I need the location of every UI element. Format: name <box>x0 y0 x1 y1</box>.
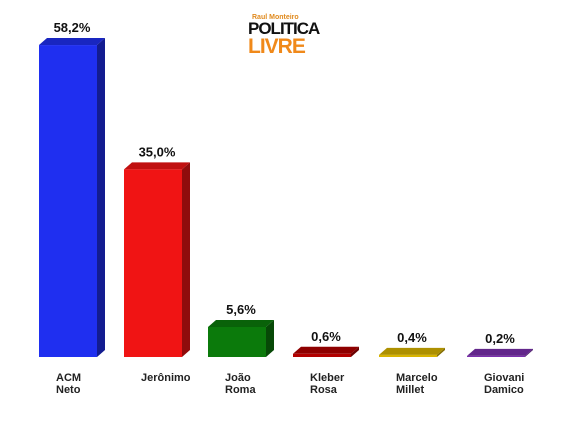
bar-top <box>39 38 105 46</box>
x-tick-label: Kleber Rosa <box>310 372 345 396</box>
value-label: 0,2% <box>485 331 515 346</box>
value-label: 0,4% <box>397 330 427 345</box>
value-label: 0,6% <box>311 329 341 344</box>
x-tick-label: ACM Neto <box>56 372 82 396</box>
bar-top <box>293 346 359 354</box>
logo-author: Raul Monteiro <box>252 14 299 21</box>
bar <box>379 354 437 357</box>
bar <box>39 45 97 357</box>
bar <box>467 355 525 357</box>
bar-side <box>437 347 445 357</box>
x-tick-label: Jerônimo <box>141 372 191 384</box>
bar-top <box>124 162 190 170</box>
bar <box>293 353 351 357</box>
x-tick-label: Marcelo Millet <box>396 372 438 396</box>
x-tick-label: Giovani Damico <box>484 372 525 396</box>
logo-line1: POLITICA <box>248 19 320 38</box>
logo-line2: LIVRE <box>248 35 306 58</box>
bar <box>124 169 182 357</box>
value-label: 58,2% <box>54 20 91 35</box>
value-label: 5,6% <box>226 302 256 317</box>
x-tick-label: João Roma <box>225 372 256 396</box>
bar-side <box>266 319 274 357</box>
bar-side <box>351 346 359 357</box>
logo: Raul Monteiro POLITICA LIVRE <box>248 14 320 58</box>
bar-side <box>525 348 533 357</box>
bar <box>208 326 266 357</box>
bar-top <box>379 347 445 355</box>
bar-side <box>182 162 190 357</box>
bar-top <box>208 319 274 327</box>
value-label: 35,0% <box>139 144 176 159</box>
bar-side <box>97 38 105 357</box>
bar-top <box>467 348 533 356</box>
